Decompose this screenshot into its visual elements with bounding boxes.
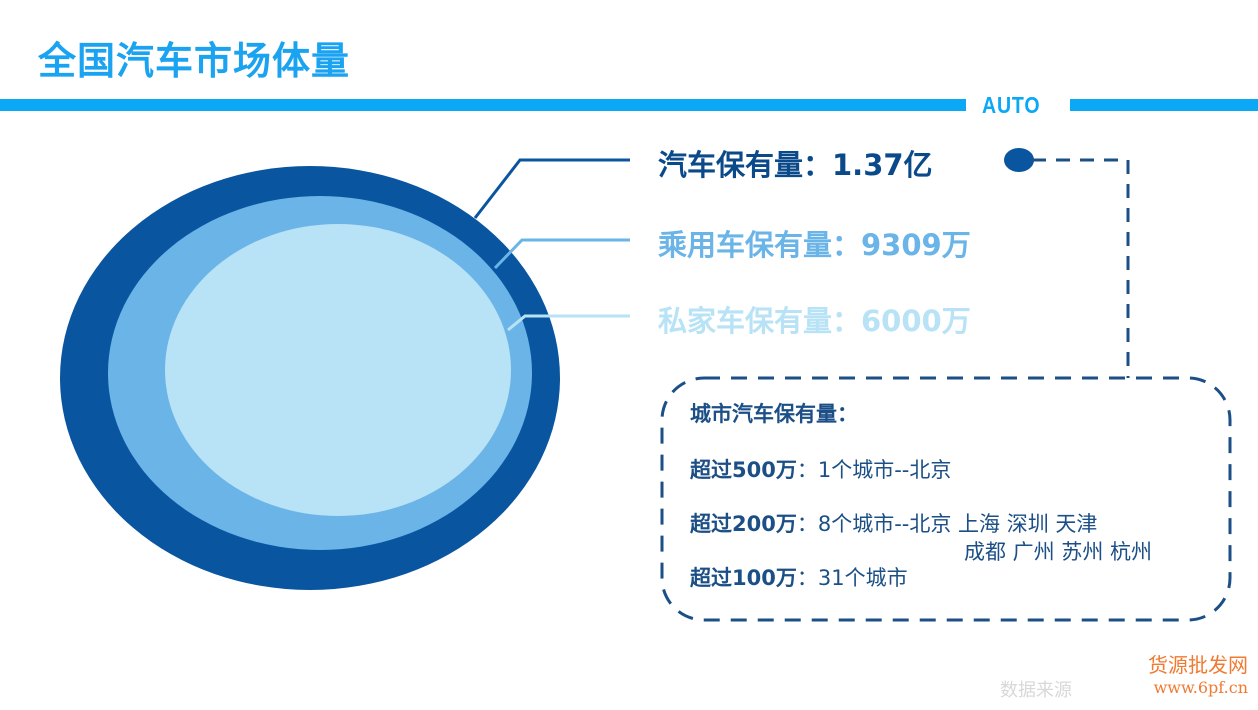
threshold: 超过200万 [690, 512, 797, 536]
threshold: 超过500万 [690, 458, 797, 482]
watermark-url: www.6pf.cn [1153, 678, 1248, 697]
label-private: 私家车保有量：6000万 [658, 304, 971, 338]
detail: ：31个城市 [796, 566, 908, 590]
page-title: 全国汽车市场体量 [38, 39, 351, 83]
city-box-border [660, 376, 1232, 622]
ring-private [165, 224, 511, 516]
header-divider-right [1070, 99, 1258, 111]
leader-line-total [473, 158, 630, 219]
threshold: 超过100万 [690, 566, 797, 590]
detail: ：1个城市--北京 [796, 458, 952, 482]
leader-line-passenger [493, 238, 630, 270]
city-row: 超过500万：1个城市--北京 [690, 460, 951, 481]
watermark-name: 货源批发网 [1148, 653, 1248, 677]
header-divider [0, 99, 966, 111]
city-row: 超过100万：31个城市 [690, 568, 908, 589]
site-watermark: 货源批发网 www.6pf.cn [1148, 652, 1248, 699]
connector-dashed-line [1032, 158, 1130, 378]
source-watermark: 数据来源 [1000, 680, 1072, 701]
detail: ：8个城市--北京 上海 深圳 天津 [796, 512, 1098, 536]
leader-line-private [507, 314, 630, 332]
connector-dot [1004, 148, 1034, 172]
city-box-heading: 城市汽车保有量： [690, 402, 858, 426]
label-total: 汽车保有量：1.37亿 [658, 148, 933, 182]
city-row: 超过200万：8个城市--北京 上海 深圳 天津 [690, 514, 1097, 535]
label-passenger: 乘用车保有量：9309万 [658, 228, 971, 262]
city-row-continued: 成都 广州 苏州 杭州 [964, 540, 1153, 564]
auto-tag: AUTO [982, 92, 1041, 118]
